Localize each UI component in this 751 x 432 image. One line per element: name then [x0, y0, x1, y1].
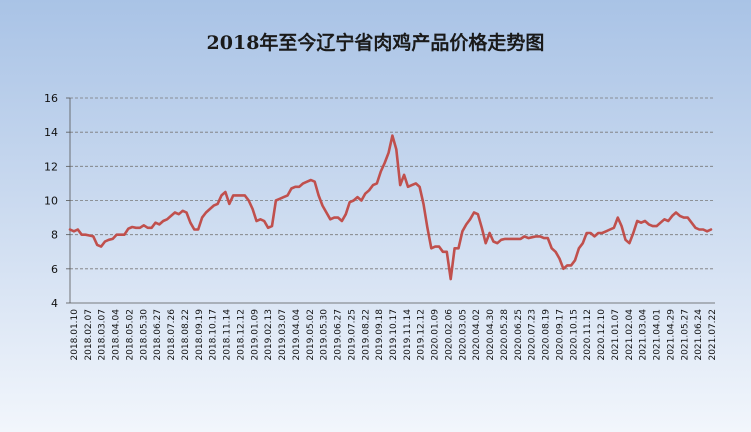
x-tick-label: 2019.04.04	[292, 309, 302, 361]
x-tick-label: 2021.05.27	[680, 309, 690, 361]
x-tick-label: 2021.03.04	[639, 309, 649, 361]
x-tick-label: 2019.07.25	[347, 309, 357, 361]
x-tick-label: 2021.02.04	[625, 309, 635, 361]
x-tick-label: 2020.02.06	[444, 309, 454, 361]
x-tick-label: 2021.04.01	[653, 309, 663, 361]
x-tick-label: 2020.12.10	[597, 309, 607, 361]
y-tick-label: 16	[44, 92, 58, 105]
y-tick-label: 10	[44, 195, 58, 208]
x-tick-label: 2018.02.07	[84, 309, 94, 361]
x-tick-label: 2020.08.19	[542, 309, 552, 361]
x-tick-label: 2018.09.19	[195, 309, 205, 361]
x-tick-label: 2019.01.09	[250, 309, 260, 361]
x-tick-label: 2020.04.30	[486, 309, 496, 361]
x-tick-label: 2019.09.18	[375, 309, 385, 361]
x-tick-label: 2018.05.30	[139, 309, 149, 361]
chart-title: 2018年至今辽宁省肉鸡产品价格走势图	[206, 32, 545, 54]
x-tick-label: 2018.03.07	[98, 309, 108, 361]
price-series-line	[68, 134, 713, 281]
x-tick-label: 2019.12.12	[417, 309, 427, 361]
x-tick-label: 2020.10.15	[569, 309, 579, 361]
y-tick-label: 4	[51, 297, 58, 310]
x-tick-label: 2019.02.13	[264, 309, 274, 361]
x-tick-label: 2018.07.26	[167, 309, 177, 361]
x-tick-label: 2018.06.27	[153, 309, 163, 361]
x-tick-label: 2018.10.17	[209, 309, 219, 361]
y-tick-label: 8	[51, 229, 58, 242]
x-tick-label: 2020.09.17	[555, 309, 565, 361]
x-tick-label: 2021.07.22	[708, 309, 718, 361]
y-tick-label: 14	[44, 126, 58, 139]
x-tick-label: 2019.10.17	[389, 309, 399, 361]
x-tick-label: 2021.04.29	[666, 309, 676, 361]
x-tick-label: 2021.01.07	[611, 309, 621, 361]
x-tick-label: 2019.05.30	[320, 309, 330, 361]
y-tick-label: 12	[44, 160, 58, 173]
x-tick-label: 2019.08.22	[361, 309, 371, 361]
x-tick-label: 2020.03.05	[458, 309, 468, 361]
x-tick-label: 2021.06.24	[694, 309, 704, 361]
x-tick-label: 2018.04.04	[112, 309, 122, 361]
x-tick-label: 2020.01.09	[431, 309, 441, 361]
x-tick-label: 2019.11.14	[403, 309, 413, 361]
x-tick-label: 2019.05.02	[306, 309, 316, 361]
x-tick-label: 2018.11.14	[223, 309, 233, 361]
x-tick-label: 2019.03.07	[278, 309, 288, 361]
x-tick-label: 2020.07.23	[528, 309, 538, 361]
y-tick-label: 6	[51, 263, 58, 276]
x-tick-label: 2020.04.02	[472, 309, 482, 361]
x-tick-label: 2020.06.25	[514, 309, 524, 361]
x-tick-label: 2020.11.12	[583, 309, 593, 361]
x-tick-label: 2019.06.27	[334, 309, 344, 361]
x-tick-label: 2018.12.12	[236, 309, 246, 361]
x-tick-label: 2020.05.28	[500, 309, 510, 361]
x-tick-label: 2018.01.10	[70, 309, 80, 361]
x-tick-label: 2018.05.02	[125, 309, 135, 361]
x-tick-label: 2018.08.22	[181, 309, 191, 361]
